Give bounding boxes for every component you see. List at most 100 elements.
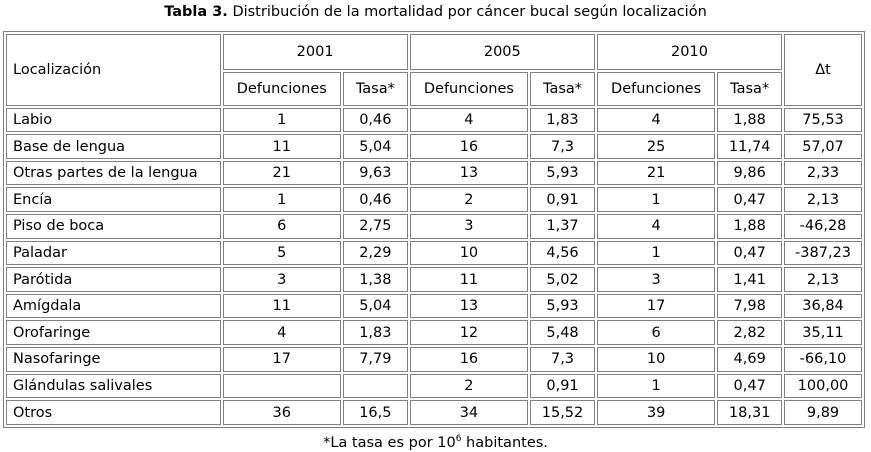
cell-defunciones-2010: 4 [596,214,716,239]
cell-localizacion: Parótida [6,267,221,292]
cell-localizacion: Labio [6,107,221,133]
footnote-suffix: habitantes. [461,435,548,451]
header-delta: Δt [784,34,862,106]
cell-defunciones-2001: 17 [222,347,341,372]
cell-tasa-2001 [342,373,408,399]
cell-tasa-2005: 5,48 [530,320,595,346]
cell-tasa-2001: 2,29 [342,240,408,266]
cell-defunciones-2005: 13 [409,160,529,186]
header-tasa-2001: Tasa* [342,71,408,106]
cell-tasa-2010: 9,86 [717,160,783,186]
cell-tasa-2010: 18,31 [717,400,783,425]
footnote-prefix: *La tasa es por 10 [323,435,456,451]
cell-defunciones-2001 [222,373,341,399]
cell-tasa-2010: 0,47 [717,187,783,213]
cell-tasa-2001: 1,38 [342,267,408,292]
cell-tasa-2005: 5,02 [530,267,595,292]
cell-defunciones-2005: 10 [409,240,529,266]
cell-defunciones-2010: 39 [596,400,716,425]
header-tasa-2010: Tasa* [717,71,783,106]
cell-localizacion: Glándulas salivales [6,373,221,399]
cell-defunciones-2005: 16 [409,134,529,159]
cell-delta: 75,53 [784,107,862,133]
cell-delta: 2,13 [784,187,862,213]
header-row-columns: Defunciones Tasa* Defunciones Tasa* Defu… [6,71,862,106]
cell-tasa-2001: 5,04 [342,134,408,159]
cell-defunciones-2001: 4 [222,320,341,346]
header-defunciones-2005: Defunciones [409,71,529,106]
cell-defunciones-2001: 6 [222,214,341,239]
table-row: Piso de boca 6 2,75 3 1,37 4 1,88 -46,28 [6,214,862,239]
cell-defunciones-2010: 1 [596,373,716,399]
header-defunciones-2001: Defunciones [222,71,341,106]
cell-tasa-2005: 5,93 [530,160,595,186]
cell-defunciones-2001: 36 [222,400,341,425]
cell-tasa-2005: 5,93 [530,293,595,319]
cell-delta: -46,28 [784,214,862,239]
table-caption-label: Tabla 3. [164,4,228,20]
cell-tasa-2010: 0,47 [717,240,783,266]
cell-defunciones-2005: 3 [409,214,529,239]
cell-tasa-2005: 4,56 [530,240,595,266]
cell-defunciones-2005: 4 [409,107,529,133]
cell-localizacion: Base de lengua [6,134,221,159]
table-footnote: *La tasa es por 106 habitantes. [0,430,871,452]
cell-tasa-2005: 1,37 [530,214,595,239]
cell-defunciones-2001: 11 [222,293,341,319]
cell-localizacion: Otros [6,400,221,425]
cell-defunciones-2001: 1 [222,107,341,133]
cell-defunciones-2010: 21 [596,160,716,186]
cell-defunciones-2005: 13 [409,293,529,319]
cell-delta: 100,00 [784,373,862,399]
cell-defunciones-2005: 2 [409,187,529,213]
cell-tasa-2005: 1,83 [530,107,595,133]
cell-tasa-2001: 7,79 [342,347,408,372]
table-caption: Tabla 3. Distribución de la mortalidad p… [0,3,871,21]
cell-localizacion: Piso de boca [6,214,221,239]
cell-tasa-2001: 0,46 [342,187,408,213]
table-row: Nasofaringe 17 7,79 16 7,3 10 4,69 -66,10 [6,347,862,372]
table-row: Otros 36 16,5 34 15,52 39 18,31 9,89 [6,400,862,425]
table-row: Paladar 5 2,29 10 4,56 1 0,47 -387,23 [6,240,862,266]
cell-defunciones-2005: 12 [409,320,529,346]
cell-tasa-2005: 15,52 [530,400,595,425]
cell-defunciones-2005: 11 [409,267,529,292]
cell-localizacion: Orofaringe [6,320,221,346]
cell-tasa-2005: 0,91 [530,373,595,399]
header-tasa-2005: Tasa* [530,71,595,106]
cell-tasa-2010: 7,98 [717,293,783,319]
table-row: Parótida 3 1,38 11 5,02 3 1,41 2,13 [6,267,862,292]
cell-localizacion: Paladar [6,240,221,266]
cell-tasa-2005: 7,3 [530,134,595,159]
table-row: Orofaringe 4 1,83 12 5,48 6 2,82 35,11 [6,320,862,346]
header-year-2005: 2005 [409,34,595,70]
cell-defunciones-2001: 11 [222,134,341,159]
cell-tasa-2001: 5,04 [342,293,408,319]
cell-defunciones-2010: 4 [596,107,716,133]
cell-tasa-2005: 7,3 [530,347,595,372]
cell-delta: 2,33 [784,160,862,186]
cell-localizacion: Amígdala [6,293,221,319]
cell-localizacion: Encía [6,187,221,213]
header-defunciones-2010: Defunciones [596,71,716,106]
header-year-2001: 2001 [222,34,408,70]
cell-defunciones-2010: 6 [596,320,716,346]
cell-delta: 57,07 [784,134,862,159]
cell-delta: 36,84 [784,293,862,319]
cell-tasa-2010: 4,69 [717,347,783,372]
cell-tasa-2005: 0,91 [530,187,595,213]
cell-tasa-2010: 2,82 [717,320,783,346]
cell-localizacion: Otras partes de la lengua [6,160,221,186]
cell-defunciones-2005: 16 [409,347,529,372]
cell-defunciones-2005: 2 [409,373,529,399]
cell-delta: 2,13 [784,267,862,292]
cell-tasa-2010: 1,41 [717,267,783,292]
cell-tasa-2010: 1,88 [717,214,783,239]
header-year-2010: 2010 [596,34,783,70]
cell-tasa-2001: 2,75 [342,214,408,239]
cell-defunciones-2001: 1 [222,187,341,213]
cell-defunciones-2010: 25 [596,134,716,159]
cell-defunciones-2010: 10 [596,347,716,372]
cell-defunciones-2001: 5 [222,240,341,266]
table-row: Amígdala 11 5,04 13 5,93 17 7,98 36,84 [6,293,862,319]
